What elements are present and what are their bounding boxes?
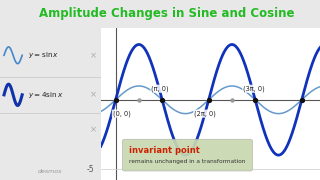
Text: remains unchanged in a transformation: remains unchanged in a transformation [129,159,245,164]
Text: (3π, 0): (3π, 0) [243,86,265,92]
Text: (2π, 0): (2π, 0) [194,110,216,117]
Text: $\times$: $\times$ [89,125,97,134]
Text: (π, 0): (π, 0) [151,86,169,92]
Text: Amplitude Changes in Sine and Cosine: Amplitude Changes in Sine and Cosine [39,7,294,21]
Text: $\times$: $\times$ [89,51,97,60]
Text: $\times$: $\times$ [89,90,97,100]
Text: desmos: desmos [38,169,63,174]
Text: (0, 0): (0, 0) [113,110,131,117]
Text: $y = 4 \sin x$: $y = 4 \sin x$ [28,90,64,100]
Text: $y = \sin x$: $y = \sin x$ [28,50,60,60]
FancyBboxPatch shape [122,139,252,171]
Text: invariant point: invariant point [129,146,200,155]
